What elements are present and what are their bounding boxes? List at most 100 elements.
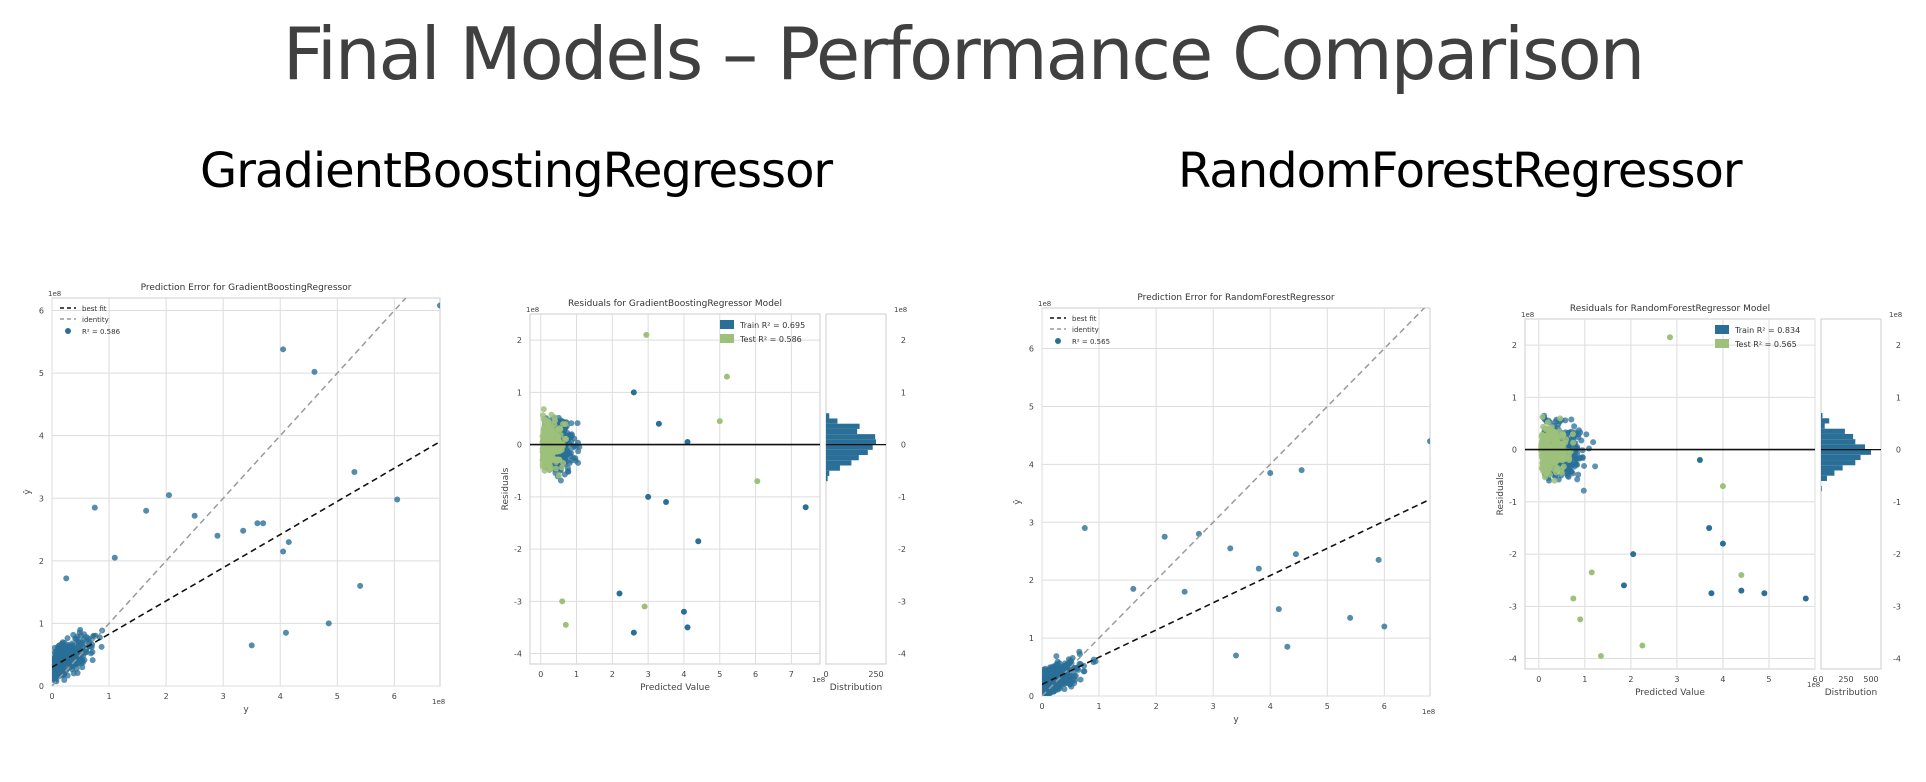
data-point (1570, 439, 1577, 446)
x-tick-label: 7 (789, 670, 794, 679)
data-point (1706, 524, 1713, 531)
y-tick-label: -3 (1509, 602, 1517, 611)
data-point (1696, 457, 1703, 464)
data-point (1075, 666, 1082, 673)
data-point (1539, 453, 1546, 460)
chart-title: Residuals for RandomForestRegressor Mode… (1570, 304, 1770, 314)
data-point (540, 406, 547, 413)
data-point (77, 632, 84, 639)
data-point (1667, 334, 1673, 341)
distribution-panel (825, 313, 887, 665)
chart-title: Prediction Error for RandomForestRegress… (1137, 293, 1335, 303)
y-tick-label: -2 (514, 545, 522, 554)
data-point (1592, 463, 1599, 470)
dist-y-tick-label: -2 (898, 545, 906, 554)
data-point (69, 662, 76, 669)
legend-label: best fit (82, 305, 107, 313)
y-offset-label: 1e8 (48, 290, 61, 298)
data-point (1056, 685, 1063, 692)
y-tick-label: 1 (1512, 393, 1517, 402)
data-point (558, 464, 565, 471)
dist-tick-label: 250 (1838, 675, 1853, 684)
dist-y-tick-label: -3 (1893, 602, 1901, 611)
plot-area (1524, 318, 1816, 670)
data-point (1738, 571, 1745, 578)
data-point (1553, 466, 1560, 473)
identity-line (52, 298, 407, 686)
data-point (1539, 413, 1546, 420)
x-tick-label: 6 (1812, 675, 1817, 684)
data-point (802, 504, 809, 511)
y-offset-label: 1e8 (1038, 300, 1051, 308)
x-tick-label: 1 (1582, 675, 1587, 684)
histogram-bar (1821, 449, 1871, 455)
data-point (1544, 439, 1551, 446)
histogram-bar (826, 455, 859, 461)
histogram-bar (826, 418, 838, 424)
y-tick-label: 0 (517, 441, 522, 450)
residuals-chart-rfr: 0 1 2 3 4 5 6 -4 -3 -2 -1 0 1 2 Residuals for RandomFo… (1496, 304, 1902, 698)
histogram-bar (1821, 423, 1825, 429)
legend-label: R² = 0.586 (82, 328, 121, 336)
data-point (1542, 459, 1549, 466)
dist-axis-label: Distribution (830, 683, 883, 693)
data-point (1267, 470, 1274, 477)
data-point (1069, 655, 1076, 662)
histogram-bar (1821, 439, 1856, 445)
data-point (1566, 463, 1573, 470)
x-tick-label: 1 (1097, 702, 1102, 711)
data-point (1588, 569, 1595, 576)
dist-y-tick-label: 1 (1896, 393, 1901, 402)
data-point (83, 649, 90, 656)
x-axis-label: Predicted Value (1635, 688, 1705, 698)
data-point (1551, 452, 1558, 459)
data-point (1053, 653, 1060, 660)
data-point (1081, 525, 1088, 532)
data-point (557, 477, 564, 484)
data-point (1559, 431, 1566, 438)
x-tick-label: 5 (1766, 675, 1771, 684)
plot-marks (1042, 308, 1430, 696)
data-point (143, 507, 150, 514)
dist-y-tick-label: -1 (898, 493, 906, 502)
data-point (96, 634, 103, 641)
data-point (1538, 440, 1545, 447)
y-tick-label: 5 (1029, 402, 1034, 411)
prediction-error-chart-gbr: 0 1 2 3 4 5 6 0 1 2 3 4 5 6 Prediction Error for Gradi… (23, 283, 445, 715)
data-point (553, 465, 560, 472)
data-point (280, 548, 287, 555)
histogram-bar (826, 470, 830, 476)
histogram-bar (1821, 413, 1823, 419)
data-point (1575, 471, 1582, 478)
histogram-bar (1821, 454, 1861, 461)
data-point (1583, 431, 1590, 438)
x-tick-label: 3 (221, 692, 226, 701)
x-tick-label: 5 (717, 670, 722, 679)
section-title-random-forest: RandomForestRegressor (1178, 143, 1743, 199)
data-point (90, 633, 97, 640)
data-point (1298, 467, 1305, 474)
data-point (1161, 533, 1168, 540)
slide-title: Final Models – Performance Comparison (282, 12, 1646, 96)
data-point (214, 532, 221, 539)
data-point (1255, 565, 1262, 572)
data-point (1719, 483, 1726, 490)
data-point (1565, 452, 1572, 459)
data-point (191, 512, 198, 519)
data-point (1042, 667, 1048, 674)
legend-label: Test R² = 0.565 (1734, 340, 1797, 349)
x-tick-label: 6 (392, 692, 397, 701)
y-tick-label: 1 (39, 619, 44, 628)
plot-marks (52, 298, 440, 686)
data-point (541, 455, 548, 462)
data-point (1090, 656, 1097, 663)
y-tick-label: 1 (517, 388, 522, 397)
dist-offset-label: 1e8 (894, 306, 907, 314)
legend-label: Test R² = 0.586 (739, 335, 802, 344)
x-tick-label: 2 (610, 670, 615, 679)
data-point (562, 421, 569, 428)
data-point (85, 635, 92, 642)
data-point (663, 499, 670, 506)
x-axis-label: Predicted Value (640, 683, 710, 693)
data-point (684, 624, 691, 631)
